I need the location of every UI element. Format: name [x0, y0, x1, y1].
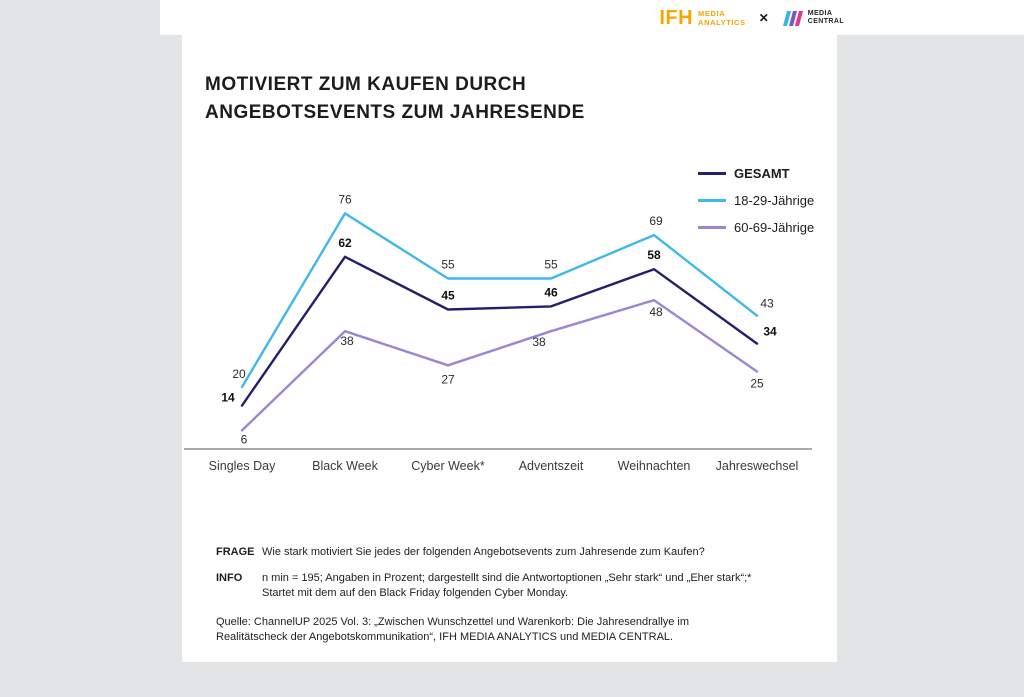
x-tick-label-jahreswechsel: Jahreswechsel: [716, 459, 799, 473]
media-central-logo-line-1: MEDIA: [807, 9, 833, 17]
ifh-media-analytics-logo: IFH MEDIA ANALYTICS: [659, 7, 745, 30]
data-label-gesamt-3: 46: [544, 285, 558, 299]
ifh-logo-text: IFH: [659, 6, 694, 29]
source-text: Quelle: ChannelUP 2025 Vol. 3: „Zwischen…: [216, 616, 690, 643]
data-label-60-69-j-hrige-0: 6: [241, 432, 248, 446]
data-label-60-69-j-hrige-2: 27: [441, 372, 455, 386]
line-chart: Singles Day Black Week Cyber Week* Adventsz…: [184, 192, 812, 473]
header-bar: IFH MEDIA ANALYTICS ✕ MEDIA CENTRAL: [160, 0, 1024, 35]
data-label-18-29-j-hrige-5: 43: [760, 297, 774, 311]
x-tick-label-cyber-week: Cyber Week*: [411, 459, 485, 473]
x-tick-label-black-week: Black Week: [312, 459, 379, 473]
chart-title-line-1: MOTIVIERT ZUM KAUFEN DURCH: [205, 74, 527, 95]
data-label-18-29-j-hrige-0: 20: [232, 367, 246, 381]
chart-card: MOTIVIERT ZUM KAUFEN DURCH ANGEBOTSEVENT…: [182, 35, 837, 662]
x-tick-label-weihnachten: Weihnachten: [618, 459, 691, 473]
data-label-gesamt-5: 34: [763, 325, 777, 339]
legend-label-18-29-j-hrige: 18-29-Jährige: [734, 193, 815, 208]
data-label-18-29-j-hrige-4: 69: [649, 214, 663, 228]
legend-item-gesamt: GESAMT: [698, 166, 814, 181]
info-row: INFO n min = 195; Angaben in Prozent; da…: [216, 571, 767, 601]
data-label-60-69-j-hrige-1: 38: [340, 334, 354, 348]
x-tick-label-singles-day: Singles Day: [209, 459, 276, 473]
frage-text: Wie stark motiviert Sie jedes der folgen…: [262, 546, 705, 558]
data-label-60-69-j-hrige-3: 38: [532, 335, 546, 349]
media-central-logo-text: MEDIA CENTRAL: [808, 10, 844, 27]
chart-title: MOTIVIERT ZUM KAUFEN DURCH ANGEBOTSEVENT…: [205, 71, 585, 126]
data-label-gesamt-0: 14: [221, 391, 235, 405]
chart-legend: GESAMT 18-29-Jährige 60-69-Jährige: [698, 166, 814, 235]
series-line-gesamt: [240, 255, 759, 407]
data-label-gesamt-1: 62: [338, 236, 352, 250]
frage-label: FRAGE: [216, 546, 255, 558]
data-label-18-29-j-hrige-1: 76: [338, 192, 352, 206]
logo-group: IFH MEDIA ANALYTICS ✕ MEDIA CENTRAL: [659, 5, 844, 31]
media-central-logo-line-2: CENTRAL: [807, 18, 844, 25]
data-label-gesamt-2: 45: [441, 289, 455, 303]
legend-label-60-69-j-hrige: 60-69-Jährige: [734, 220, 815, 235]
data-label-60-69-j-hrige-4: 48: [649, 305, 663, 319]
series-line-60-69-j-hrige: [240, 298, 759, 432]
ifh-logo-subline-1: MEDIA: [698, 9, 726, 18]
legend-swatch-60-69-j-hrige: [698, 226, 726, 229]
ifh-logo-subline-2: ANALYTICS: [698, 18, 746, 27]
legend-item-18-29-j-hrige: 18-29-Jährige: [698, 193, 814, 208]
x-tick-label-adventszeit: Adventszeit: [519, 459, 584, 473]
frage-row: FRAGE Wie stark motiviert Sie jedes der …: [216, 545, 767, 560]
chart-title-line-2: ANGEBOTSEVENTS ZUM JAHRESENDE: [205, 101, 585, 123]
cross-separator-icon: ✕: [758, 11, 769, 25]
media-central-logo: MEDIA CENTRAL: [782, 10, 844, 27]
media-central-bars-icon: [782, 10, 803, 26]
legend-item-60-69-j-hrige: 60-69-Jährige: [698, 220, 814, 235]
info-label: INFO: [216, 572, 243, 584]
data-label-gesamt-4: 58: [647, 248, 661, 262]
legend-label-gesamt: GESAMT: [734, 166, 790, 181]
info-text: n min = 195; Angaben in Prozent; dargest…: [262, 572, 752, 599]
series-line-18-29-j-hrige: [240, 212, 759, 389]
ifh-logo-subtext: MEDIA ANALYTICS: [698, 9, 746, 27]
legend-swatch-gesamt: [698, 172, 726, 175]
legend-swatch-18-29-j-hrige: [698, 199, 726, 202]
data-label-18-29-j-hrige-3: 55: [544, 258, 558, 272]
data-label-60-69-j-hrige-5: 25: [750, 377, 764, 391]
data-label-18-29-j-hrige-2: 55: [441, 258, 455, 272]
